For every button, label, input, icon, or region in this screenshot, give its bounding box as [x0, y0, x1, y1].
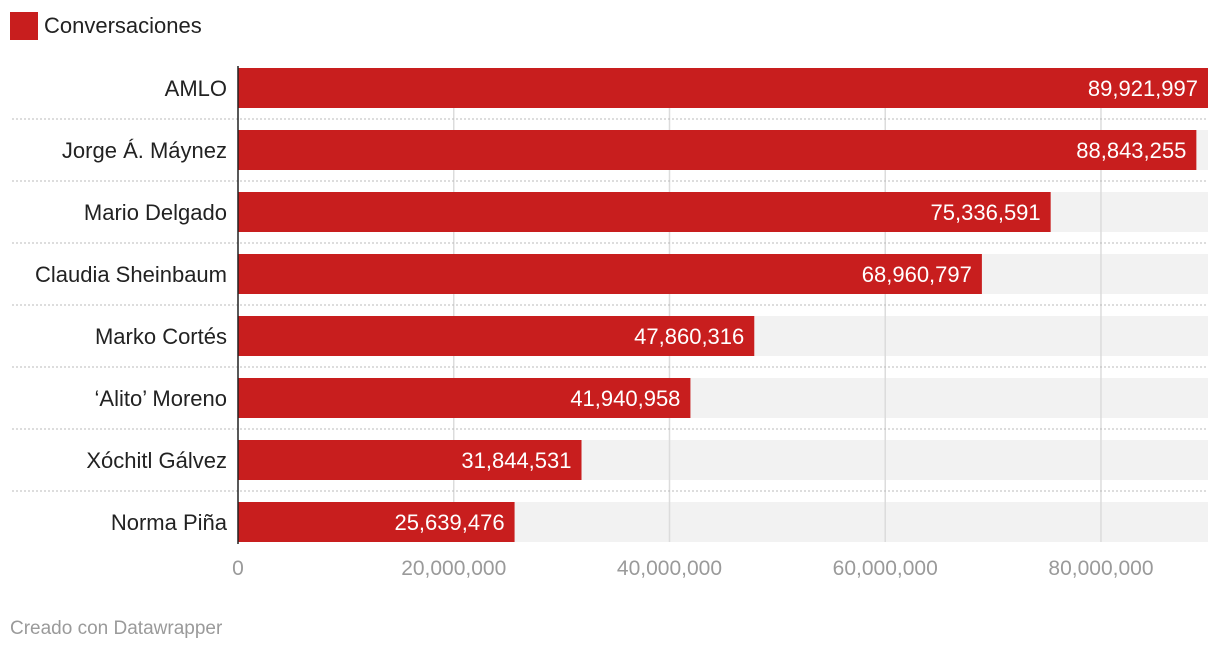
- category-label: ‘Alito’ Moreno: [95, 386, 227, 411]
- category-label: Mario Delgado: [84, 200, 227, 225]
- legend-label: Conversaciones: [44, 13, 202, 38]
- category-label: Marko Cortés: [95, 324, 227, 349]
- value-label: 31,844,531: [461, 448, 571, 473]
- value-label: 75,336,591: [931, 200, 1041, 225]
- legend: Conversaciones: [10, 12, 202, 40]
- category-label: Xóchitl Gálvez: [86, 448, 227, 473]
- legend-swatch: [10, 12, 38, 40]
- bar: [238, 316, 755, 356]
- value-label: 41,940,958: [570, 386, 680, 411]
- x-tick-label: 40,000,000: [617, 557, 722, 580]
- bar: [238, 502, 515, 542]
- bar: [238, 130, 1197, 170]
- credit-text: Creado con Datawrapper: [10, 618, 223, 639]
- category-label: Norma Piña: [111, 510, 228, 535]
- bar: [238, 440, 582, 480]
- value-label: 47,860,316: [634, 324, 744, 349]
- category-label: AMLO: [165, 76, 227, 101]
- x-tick-label: 0: [232, 557, 244, 580]
- x-tick-label: 80,000,000: [1048, 557, 1153, 580]
- bar: [238, 192, 1051, 232]
- category-label: Claudia Sheinbaum: [35, 262, 227, 287]
- value-label: 88,843,255: [1076, 138, 1186, 163]
- bar: [238, 68, 1208, 108]
- bar: [238, 378, 691, 418]
- value-label: 68,960,797: [862, 262, 972, 287]
- x-tick-label: 60,000,000: [833, 557, 938, 580]
- bar: [238, 254, 982, 294]
- category-label: Jorge Á. Máynez: [62, 138, 227, 163]
- x-tick-label: 20,000,000: [401, 557, 506, 580]
- value-label: 89,921,997: [1088, 76, 1198, 101]
- value-label: 25,639,476: [394, 510, 504, 535]
